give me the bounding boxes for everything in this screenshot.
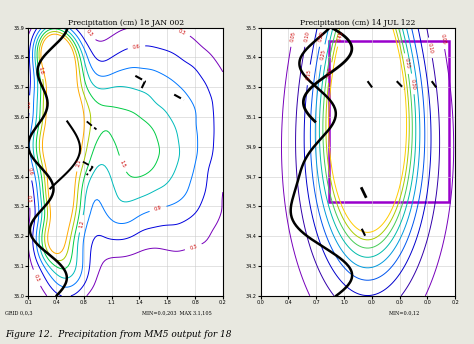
Title: Precipitation (cm) 14 JUL 122: Precipitation (cm) 14 JUL 122 — [300, 19, 416, 27]
Text: 0.05: 0.05 — [289, 31, 296, 42]
Text: Figure 12.  Precipitation from MM5 output for 18: Figure 12. Precipitation from MM5 output… — [5, 330, 231, 339]
Text: 1.8: 1.8 — [38, 66, 44, 75]
Text: 0.3: 0.3 — [26, 195, 32, 203]
Text: MIN=0.0,203  MAX 3.1,105: MIN=0.0,203 MAX 3.1,105 — [142, 311, 212, 316]
Text: 1.5: 1.5 — [119, 159, 127, 168]
Text: 0.20: 0.20 — [318, 31, 325, 42]
Text: MIN=0.0,12: MIN=0.0,12 — [389, 311, 420, 316]
Text: 0.6: 0.6 — [27, 168, 33, 176]
Text: GRID 0,0,3: GRID 0,0,3 — [5, 311, 32, 316]
Text: 0.3: 0.3 — [85, 29, 94, 38]
Text: 0.10: 0.10 — [303, 31, 310, 42]
Text: 0.15: 0.15 — [305, 69, 312, 80]
Text: 0.6: 0.6 — [132, 44, 141, 50]
Text: 0.10: 0.10 — [427, 42, 434, 54]
Title: Precipitation (cm) 18 JAN 002: Precipitation (cm) 18 JAN 002 — [68, 19, 183, 27]
Text: 0.05: 0.05 — [439, 33, 447, 45]
Text: 0.45: 0.45 — [336, 31, 344, 42]
Text: 0.30: 0.30 — [410, 78, 416, 89]
Text: 0.6: 0.6 — [27, 100, 32, 108]
Text: 0.25: 0.25 — [319, 49, 327, 61]
Text: 0.9: 0.9 — [154, 205, 163, 212]
Text: 2.1: 2.1 — [75, 159, 82, 167]
Text: 0.3: 0.3 — [33, 273, 41, 282]
Bar — [328, 41, 449, 202]
Text: 0.3: 0.3 — [189, 243, 198, 250]
Text: 0.35: 0.35 — [403, 58, 410, 69]
Text: 0.40: 0.40 — [327, 67, 333, 78]
Text: 1.2: 1.2 — [78, 219, 85, 228]
Text: 0.3: 0.3 — [177, 28, 187, 36]
